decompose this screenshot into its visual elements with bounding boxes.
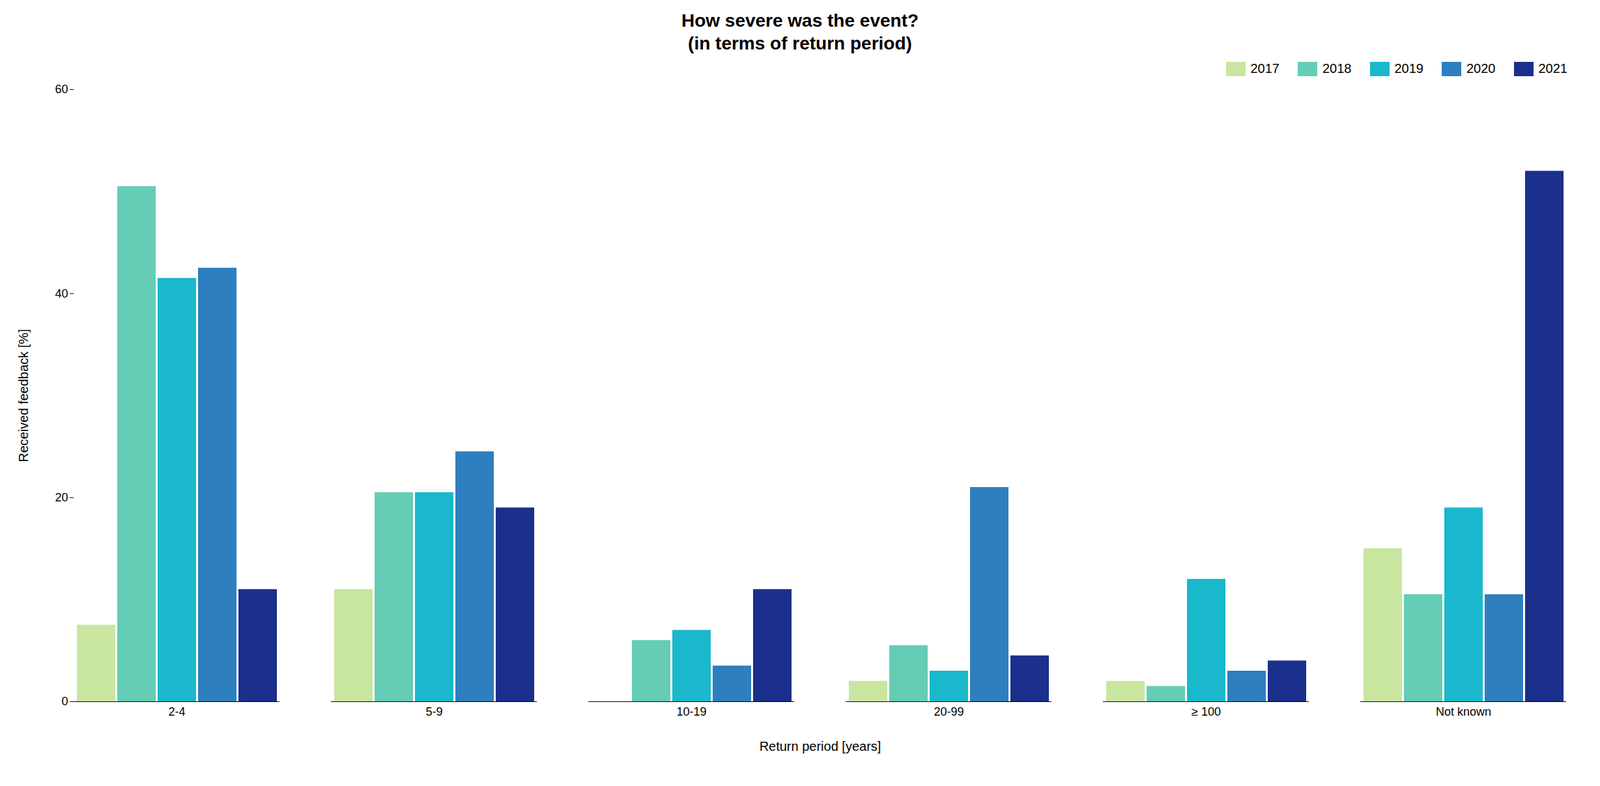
svg-text:≥ 100: ≥ 100 [1191,705,1221,719]
html-text:2020: 2020 [1466,61,1496,76]
svg-text:60: 60 [54,82,68,96]
svg-text:2-4: 2-4 [168,705,186,719]
svg-text:10-19: 10-19 [676,705,707,719]
html-text:2021: 2021 [1538,61,1568,76]
svg-text:Return period [years]: Return period [years] [759,739,882,754]
html-text:2017: 2017 [1250,61,1280,76]
svg-text:Received feedback [%]: Received feedback [%] [16,328,31,463]
html-text:2018: 2018 [1322,61,1352,76]
html-text:2019: 2019 [1394,61,1424,76]
svg-text:20: 20 [54,491,68,505]
svg-text:20-99: 20-99 [933,705,964,719]
svg-text:Not known: Not known [1435,705,1492,719]
svg-text:0: 0 [61,695,68,709]
html-text:How severe was the event? (in: How severe was the event? (in terms of r… [681,10,919,54]
svg-text:5-9: 5-9 [425,705,443,719]
svg-text:40: 40 [54,287,68,301]
